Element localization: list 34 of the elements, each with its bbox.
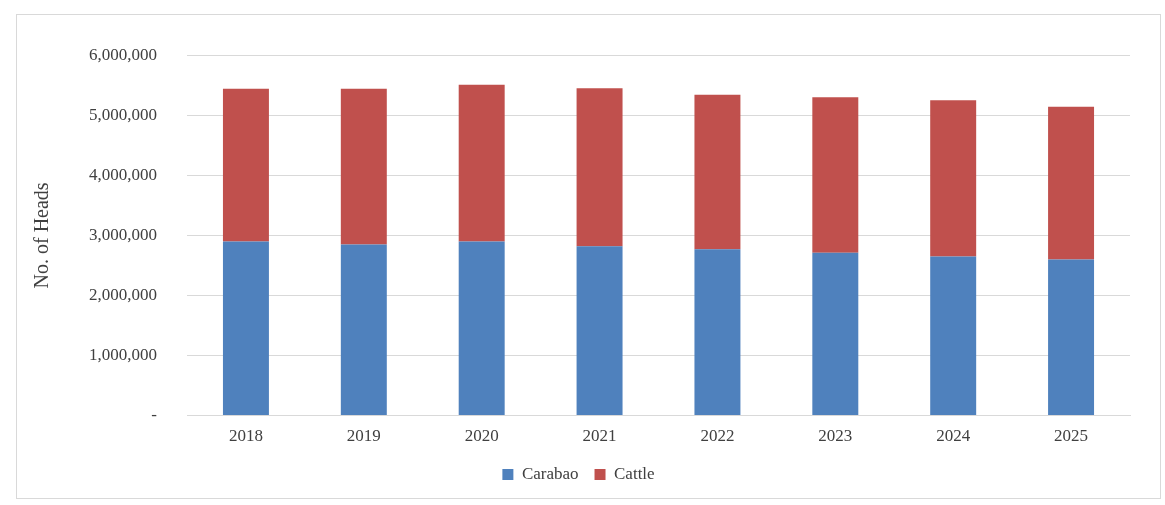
bar [812, 97, 859, 253]
legend-label: Cattle [614, 463, 655, 483]
bar [694, 249, 741, 416]
bar [576, 88, 623, 247]
y-tick-label: 6,000,000 [89, 44, 157, 64]
bar [930, 256, 977, 416]
bar [458, 84, 505, 242]
bar [930, 100, 977, 257]
bar [458, 241, 505, 416]
bar [576, 246, 623, 416]
x-tick-label: 2018 [228, 426, 263, 446]
y-tick-label: 3,000,000 [89, 224, 157, 244]
bar [1048, 106, 1095, 260]
bar [222, 241, 269, 416]
y-tick-label: 5,000,000 [89, 104, 157, 124]
legend-label: Carabao [521, 463, 579, 483]
bar [340, 244, 387, 416]
bar [694, 94, 741, 250]
bar [340, 88, 387, 245]
x-tick-label: 2021 [582, 426, 617, 446]
x-tick-label: 2025 [1054, 426, 1089, 446]
bar [1048, 259, 1095, 416]
bar [812, 252, 859, 416]
x-tick-label: 2020 [464, 426, 499, 446]
bar [222, 88, 269, 242]
y-tick-label: - [151, 405, 158, 425]
x-tick-label: 2022 [700, 426, 735, 446]
x-tick-label: 2024 [936, 426, 971, 446]
y-tick-label: 4,000,000 [89, 164, 157, 184]
x-tick-label: 2023 [818, 426, 853, 446]
y-axis-title: No. of Heads [30, 182, 53, 289]
y-tick-label: 1,000,000 [89, 345, 157, 364]
x-tick-label: 2019 [346, 426, 381, 446]
y-tick-label: 2,000,000 [89, 284, 157, 304]
